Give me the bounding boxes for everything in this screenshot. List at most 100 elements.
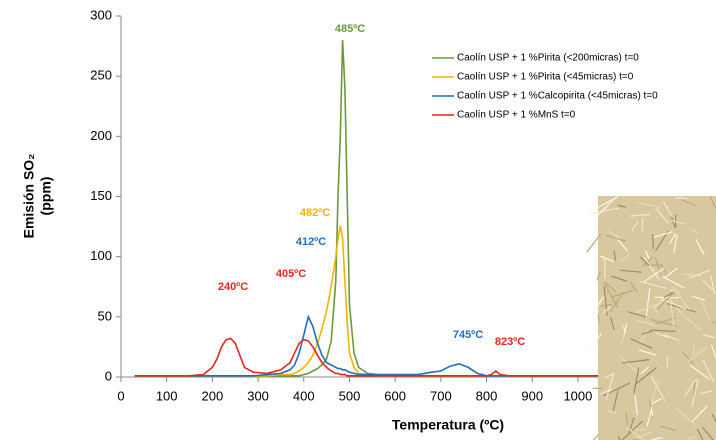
photo-fiber — [636, 202, 661, 208]
legend-label: Caolín USP + 1 %Pirita (<45micras) t=0 — [457, 72, 634, 83]
photo-fiber — [619, 355, 639, 374]
photo-fiber — [621, 420, 643, 440]
annotation: 405ºC — [276, 268, 306, 280]
photo-fiber — [689, 364, 710, 380]
x-tick-label: 900 — [521, 388, 543, 403]
photo-fiber — [692, 295, 706, 301]
x-tick-label: 800 — [476, 388, 498, 403]
x-tick-label: 200 — [202, 388, 224, 403]
photo-fiber — [634, 395, 638, 415]
photo-bg — [598, 196, 716, 440]
photo-fiber — [710, 344, 716, 359]
photo-fiber — [596, 271, 601, 281]
photo-fiber — [691, 405, 708, 423]
photo-fiber — [673, 234, 678, 254]
annotation: 240ºC — [218, 281, 248, 293]
photo-fiber — [617, 204, 627, 208]
photo-fiber — [652, 303, 659, 315]
photo-fiber — [650, 318, 677, 327]
x-tick-label: 1000 — [563, 388, 592, 403]
photo-fiber — [629, 213, 651, 217]
photo-fiber — [597, 314, 600, 323]
photo-fiber — [639, 280, 668, 290]
x-tick-label: 500 — [339, 388, 361, 403]
photo-fiber — [654, 296, 680, 299]
photo-fiber — [612, 390, 619, 411]
photo-fiber — [710, 275, 715, 294]
x-tick-label: 400 — [293, 388, 315, 403]
photo-fiber — [663, 333, 680, 342]
photo-fiber — [605, 282, 617, 293]
photo-fiber — [606, 234, 627, 243]
photo-fiber — [650, 406, 654, 417]
photo-fiber — [640, 256, 650, 266]
photo-fiber — [617, 436, 621, 440]
photo-fiber — [660, 298, 687, 310]
y-tick-label: 150 — [90, 188, 112, 203]
photo-fiber — [709, 196, 716, 210]
annotation: 745ºC — [453, 329, 483, 341]
x-axis-label: Temperatura (ºC) — [392, 417, 504, 433]
photo-fiber — [662, 201, 673, 216]
photo — [586, 196, 716, 440]
photo-fiber — [684, 315, 702, 331]
x-tick-label: 100 — [156, 388, 178, 403]
photo-fiber — [684, 377, 698, 397]
photo-fiber — [625, 411, 628, 425]
photo-fiber — [586, 233, 602, 253]
photo-fiber — [664, 267, 678, 278]
photo-fiber — [606, 410, 617, 415]
photo-fiber — [650, 380, 659, 406]
photo-fiber — [645, 287, 651, 316]
photo-fiber — [594, 198, 615, 219]
x-tick-label: 0 — [117, 388, 124, 403]
x-tick-label: 600 — [384, 388, 406, 403]
photo-fiber — [599, 388, 613, 395]
photo-fiber — [641, 330, 653, 335]
photo-fiber — [675, 197, 688, 200]
photo-fiber — [607, 230, 622, 239]
photo-fiber — [690, 228, 699, 234]
photo-fiber — [630, 338, 653, 349]
photo-fiber — [610, 316, 615, 330]
photo-fiber — [686, 435, 697, 440]
photo-fiber — [702, 359, 715, 383]
photo-fiber — [643, 267, 665, 283]
legend-label: Caolín USP + 1 %Pirita (<200micras) t=0 — [457, 53, 639, 64]
photo-fiber — [696, 428, 704, 440]
photo-fiber — [621, 253, 630, 263]
photo-fiber — [650, 329, 676, 333]
photo-fiber — [703, 334, 715, 339]
y-tick-label: 100 — [90, 248, 112, 263]
photo-fiber — [589, 207, 619, 215]
y-tick-label: 250 — [90, 68, 112, 83]
photo-fiber — [602, 306, 611, 314]
photo-fiber — [631, 221, 639, 232]
photo-fiber — [687, 346, 707, 363]
photo-fiber — [662, 276, 685, 289]
photo-fiber — [651, 398, 662, 405]
photo-fiber — [605, 372, 615, 401]
annotation: 823ºC — [495, 336, 525, 348]
photo-fiber — [609, 291, 624, 313]
annotation: 485ºC — [335, 23, 365, 35]
photo-fiber — [692, 345, 695, 356]
photo-fiber — [626, 426, 645, 440]
photo-fiber — [702, 279, 713, 290]
photo-fiber — [699, 296, 711, 321]
photo-fiber — [670, 219, 686, 225]
annotation: 412ºC — [296, 236, 326, 248]
photo-fiber — [627, 311, 647, 318]
photo-fiber — [611, 289, 634, 298]
photo-fiber — [638, 349, 656, 356]
y-axis-label: (ppm) — [38, 177, 54, 216]
photo-fiber — [599, 255, 614, 263]
photo-fiber — [603, 281, 619, 309]
photo-fiber — [636, 319, 658, 327]
y-tick-label: 300 — [90, 7, 112, 22]
photo-fiber — [619, 269, 642, 273]
photo-fiber — [646, 408, 653, 427]
photo-fiber — [605, 373, 614, 379]
photo-fiber — [691, 379, 699, 407]
